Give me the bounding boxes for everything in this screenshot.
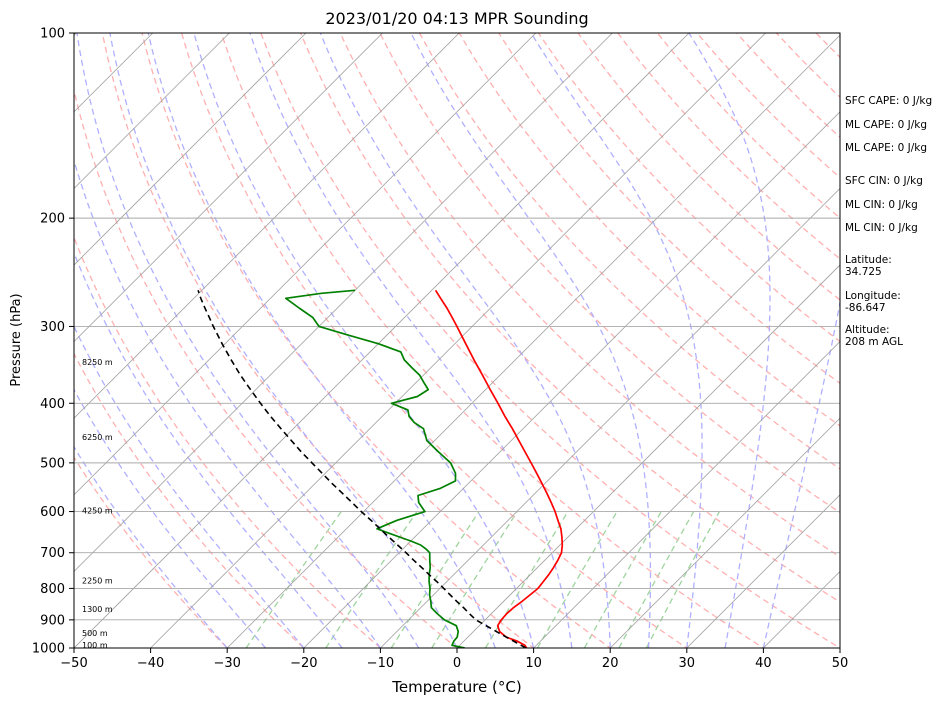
height-label: 6250 m	[82, 433, 113, 442]
moist-adiabat-line	[76, 33, 420, 648]
x-tick-label: −10	[367, 656, 394, 671]
dry-adiabat-line	[101, 33, 535, 648]
height-label: 1300 m	[82, 605, 113, 614]
annotation-text: 34.725	[845, 266, 882, 278]
sounding-series	[197, 289, 564, 648]
isotherm-line	[609, 417, 840, 648]
moist-adiabat-line	[319, 33, 611, 648]
dry-adiabat-line	[537, 33, 840, 343]
temperature-profile-line	[434, 289, 564, 648]
isotherm-line	[380, 187, 840, 648]
mixing-ratio-line	[536, 511, 618, 648]
annotation-text: -86.647	[845, 302, 886, 314]
mixing-ratio-line	[583, 511, 662, 648]
dry-adiabat-line	[458, 33, 840, 427]
mixing-ratio-line	[484, 511, 569, 648]
x-tick-label: 20	[602, 656, 619, 671]
annotation-text: Altitude:	[845, 324, 890, 336]
x-tick-label: 40	[755, 656, 772, 671]
dry-adiabat-line	[220, 33, 765, 648]
isotherm-line	[303, 111, 840, 648]
annotation-text: 208 m AGL	[845, 336, 903, 348]
x-tick-label: 10	[525, 656, 542, 671]
annotation-text: SFC CIN: 0 J/kg	[845, 175, 923, 187]
y-tick-label: 800	[40, 582, 65, 597]
isotherm-line	[74, 33, 460, 419]
height-label: 500 m	[82, 629, 108, 638]
isotherm-line	[686, 494, 840, 648]
dry-adiabat-line	[74, 352, 305, 648]
annotation-text: SFC CAPE: 0 J/kg	[845, 95, 932, 107]
isotherm-line	[74, 33, 613, 572]
x-tick-label: 30	[679, 656, 696, 671]
y-tick-label: 100	[40, 27, 65, 42]
moist-adiabat-line	[762, 299, 840, 648]
y-tick-label: 700	[40, 546, 65, 561]
annotation-text: Latitude:	[845, 254, 892, 266]
y-tick-label: 600	[40, 505, 65, 520]
dry-adiabat-line	[141, 33, 612, 648]
y-tick-label: 300	[40, 320, 65, 335]
parcel-profile-line	[197, 290, 527, 648]
annotation-text: ML CIN: 0 J/kg	[845, 199, 918, 211]
x-axis-label: Temperature (°C)	[391, 678, 521, 696]
moist-adiabat-line	[147, 33, 496, 648]
y-tick-label: 900	[40, 613, 65, 628]
annotation-text: Longitude:	[845, 290, 901, 302]
dry-adiabat-line	[74, 456, 229, 648]
moist-adiabat-line	[410, 33, 652, 648]
height-label: 100 m	[82, 641, 108, 650]
x-tick-label: 50	[832, 656, 849, 671]
isotherm-line	[74, 33, 690, 648]
chart-title: 2023/01/20 04:13 MPR Sounding	[325, 9, 588, 28]
isotherm-line	[74, 33, 537, 496]
isotherm-line	[150, 33, 766, 648]
y-axis-ticks: 1000 900 800 700 600 500 400 300 200 100	[32, 27, 74, 657]
x-tick-label: −40	[137, 656, 164, 671]
dry-adiabat-line	[418, 33, 840, 470]
moist-adiabat-line	[74, 388, 266, 648]
isotherm-line	[533, 341, 840, 648]
background-reference-lines	[74, 33, 840, 648]
height-label: 8250 m	[82, 358, 113, 367]
x-tick-label: 0	[453, 656, 461, 671]
moist-adiabat-line	[109, 33, 458, 648]
x-tick-label: −50	[60, 656, 87, 671]
moist-adiabat-line	[249, 33, 573, 648]
moist-adiabat-line	[74, 251, 343, 648]
dry-adiabat-line	[74, 87, 459, 648]
dry-adiabat-line	[74, 235, 382, 648]
x-tick-label: −20	[290, 656, 317, 671]
isotherm-line	[456, 264, 840, 648]
dry-adiabat-line	[498, 33, 840, 385]
sounding-annotations: SFC CAPE: 0 J/kg ML CAPE: 0 J/kg ML CAPE: …	[845, 95, 932, 348]
moist-adiabat-line	[74, 158, 381, 648]
y-tick-label: 400	[40, 397, 65, 412]
x-axis-ticks: −50 −40 −30 −20 −10 0 10 20 30 40 50	[60, 648, 848, 671]
mixing-ratio-line	[645, 511, 720, 648]
y-axis-label: Pressure (hPa)	[9, 293, 24, 386]
moist-adiabat-line	[74, 445, 228, 648]
y-tick-label: 1000	[32, 642, 65, 657]
height-labels: 100 m 500 m 1300 m 2250 m 4250 m 6250 m 8250 m	[82, 358, 113, 650]
moist-adiabat-line	[530, 33, 703, 648]
moist-adiabat-line	[688, 33, 771, 648]
dry-adiabat-line	[260, 33, 840, 648]
isotherm-line	[226, 34, 840, 648]
y-tick-label: 500	[40, 456, 65, 471]
y-tick-label: 200	[40, 212, 65, 227]
height-label: 4250 m	[82, 507, 113, 516]
annotation-text: ML CAPE: 0 J/kg	[845, 119, 927, 131]
isotherm-line	[74, 33, 307, 266]
height-label: 2250 m	[82, 577, 113, 586]
annotation-text: ML CIN: 0 J/kg	[845, 222, 918, 234]
isotherm-line	[74, 33, 383, 343]
dewpoint-profile-line	[284, 289, 465, 648]
x-tick-label: −30	[213, 656, 240, 671]
isotherm-line	[74, 33, 230, 189]
annotation-text: ML CAPE: 0 J/kg	[845, 142, 927, 154]
